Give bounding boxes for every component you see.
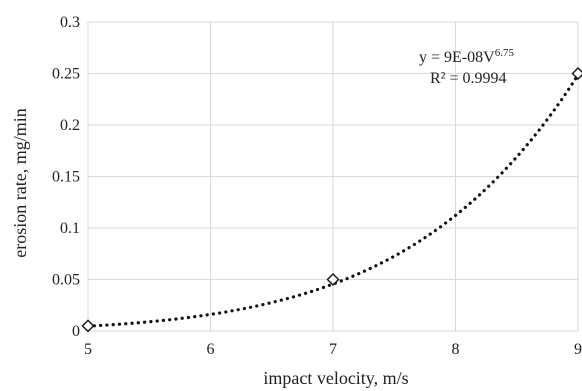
- trendline-equation-base: y = 9E-08V: [419, 49, 495, 66]
- x-tick-label: 8: [452, 341, 460, 358]
- x-tick-label: 6: [207, 341, 215, 358]
- trendline-r-squared: R² = 0.9994: [430, 70, 507, 87]
- x-tick-label: 7: [329, 341, 337, 358]
- trendline-layer: [86, 73, 580, 328]
- y-tick-label: 0.05: [52, 272, 80, 289]
- power-trendline: [86, 73, 580, 328]
- data-point: [571, 67, 582, 80]
- trendline-equation-exponent: 6.75: [495, 47, 515, 59]
- y-tick-label: 0: [72, 323, 80, 340]
- data-point: [81, 319, 95, 333]
- y-tick-label: 0.1: [60, 220, 80, 237]
- y-tick-label: 0.25: [52, 66, 80, 83]
- y-tick-label: 0.2: [60, 117, 80, 134]
- data-point: [326, 273, 340, 286]
- y-tick-label: 0.15: [52, 169, 80, 186]
- data-points: [81, 67, 582, 333]
- x-tick-label: 9: [574, 341, 582, 358]
- y-axis-title: erosion rate, mg/min: [10, 108, 30, 257]
- trendline-equation: y = 9E-08V6.75: [419, 47, 514, 66]
- y-tick-label: 0.3: [60, 14, 80, 31]
- tick-labels: 0 0.05 0.1 0.15 0.2 0.25 0.3 5 6 7 8 9: [52, 14, 582, 358]
- x-axis-title: impact velocity, m/s: [263, 368, 408, 388]
- x-tick-label: 5: [84, 341, 92, 358]
